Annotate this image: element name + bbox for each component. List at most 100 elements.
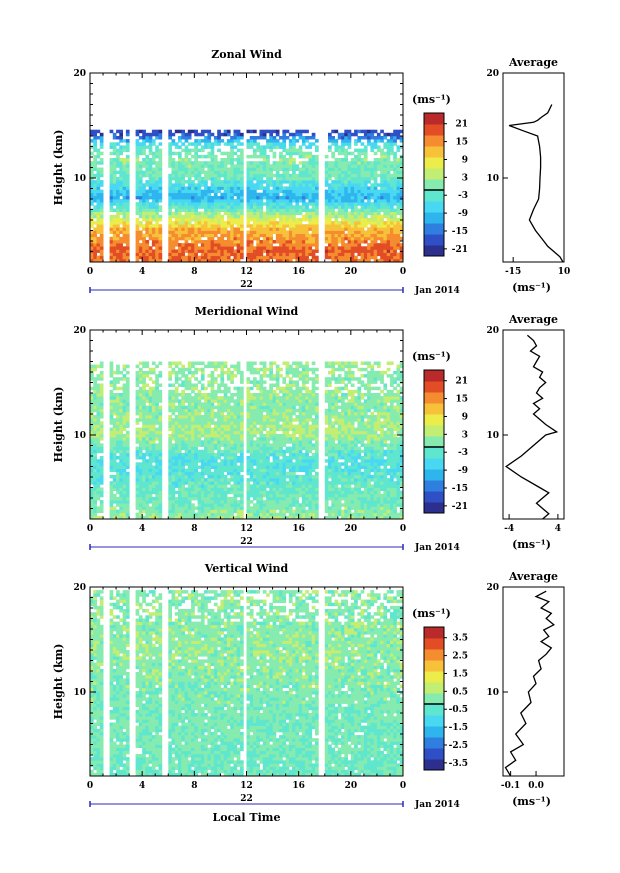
heat-cell	[217, 227, 221, 231]
heat-cell	[213, 443, 218, 447]
heat-cell	[174, 481, 179, 485]
colorbar-segment	[424, 135, 444, 147]
heat-cell	[187, 380, 192, 384]
heat-cell	[125, 161, 130, 165]
heat-cell	[184, 161, 189, 165]
heat-cell	[256, 227, 260, 231]
heat-cell	[112, 478, 117, 482]
heat-cell	[155, 170, 159, 175]
heat-cell	[226, 399, 231, 403]
heat-cell	[386, 195, 391, 200]
heat-cell	[151, 509, 156, 514]
heat-cell	[135, 195, 140, 200]
heat-cell	[262, 202, 267, 206]
heat-cell	[301, 151, 306, 156]
heat-cell	[262, 221, 267, 225]
heat-cell	[181, 374, 185, 378]
heat-cell	[171, 195, 176, 200]
heat-cell	[119, 370, 123, 375]
heat-cell	[174, 512, 179, 517]
heat-cell	[367, 249, 371, 253]
heat-cell	[272, 211, 277, 216]
heat-cell	[151, 202, 156, 206]
heat-cell	[151, 132, 156, 137]
heat-cell	[230, 443, 234, 447]
heat-cell	[282, 132, 287, 137]
heat-cell	[181, 496, 185, 501]
heat-cell	[148, 452, 153, 457]
heat-cell	[344, 139, 348, 143]
heat-cell	[181, 402, 185, 406]
heat-cell	[181, 430, 185, 435]
heat-cell	[344, 142, 348, 146]
heat-cell	[324, 176, 329, 181]
heat-cell	[396, 211, 401, 216]
heat-cell	[272, 173, 277, 178]
heat-cell	[109, 374, 114, 378]
heat-cell	[233, 484, 238, 488]
heat-cell	[344, 236, 348, 241]
heat-cell	[135, 186, 140, 190]
heat-cell	[191, 493, 195, 498]
heat-cell	[135, 452, 140, 457]
heat-cell	[220, 164, 225, 168]
colorbar-tick-label: -3	[458, 191, 468, 201]
heat-cell	[96, 402, 101, 406]
heat-cell	[112, 512, 117, 517]
heat-cell	[390, 205, 394, 209]
heat-cell	[266, 240, 270, 244]
heat-cell	[223, 408, 228, 413]
heat-cell	[119, 456, 123, 460]
heat-cell	[125, 481, 130, 485]
heat-cell	[217, 386, 221, 391]
heat-cell	[125, 167, 130, 171]
heat-cell	[207, 459, 212, 463]
heat-cell	[184, 158, 189, 162]
heat-cell	[138, 446, 143, 451]
heat-cell	[109, 252, 114, 257]
heat-cell	[148, 443, 153, 447]
heat-cell	[373, 233, 378, 238]
heat-cell	[223, 503, 228, 507]
heat-cell	[178, 183, 182, 187]
heat-cell	[99, 474, 104, 479]
heat-cell	[223, 418, 228, 422]
heat-cell	[155, 478, 159, 482]
heat-cell	[99, 227, 104, 231]
heat-cell	[337, 252, 342, 257]
heat-cell	[119, 227, 123, 231]
heat-cell	[112, 255, 117, 260]
heat-cell	[399, 136, 404, 140]
heat-cell	[298, 243, 303, 247]
heat-cell	[125, 258, 130, 263]
heat-cell	[226, 462, 231, 466]
heat-cell	[112, 440, 117, 444]
heat-cell	[174, 230, 179, 234]
heat-cell	[187, 496, 192, 501]
heat-cell	[288, 252, 293, 257]
heat-cell	[210, 183, 215, 187]
heat-cell	[194, 243, 198, 247]
heat-cell	[171, 393, 176, 397]
heat-cell	[288, 249, 293, 253]
heat-cell	[285, 186, 290, 190]
heat-cell	[282, 258, 287, 263]
heat-cell	[253, 142, 257, 146]
heat-cell	[315, 180, 319, 184]
heat-cell	[292, 217, 296, 222]
heat-cell	[292, 173, 296, 178]
heat-cell	[347, 173, 352, 178]
heat-cell	[194, 236, 198, 241]
heat-cell	[390, 243, 394, 247]
heat-cell	[194, 386, 198, 391]
heat-cell	[122, 402, 127, 406]
heat-cell	[138, 515, 143, 520]
heat-cell	[360, 202, 365, 206]
heat-cell	[383, 214, 388, 219]
heat-cell	[230, 195, 234, 200]
heat-cell	[93, 227, 97, 231]
heat-cell	[396, 252, 401, 257]
heat-cell	[174, 221, 179, 225]
heat-cell	[142, 506, 146, 510]
heat-cell	[390, 173, 394, 178]
